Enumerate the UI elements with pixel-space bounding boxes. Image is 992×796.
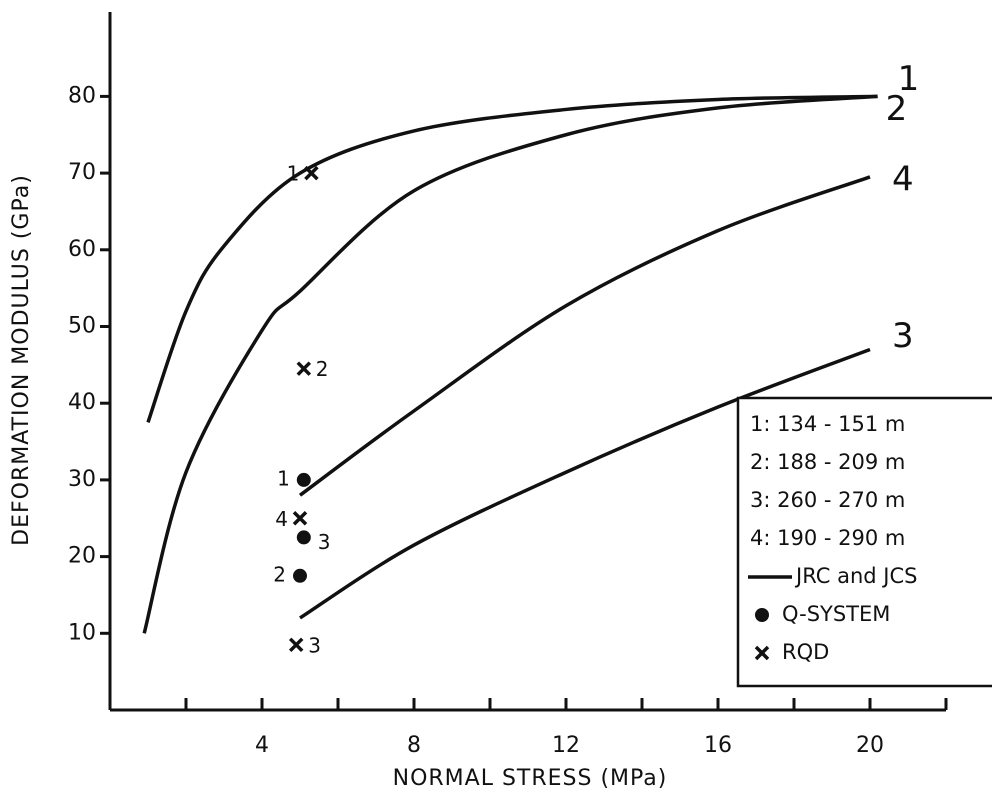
legend-text: JRC and JCS	[794, 564, 917, 588]
curve	[298, 175, 871, 497]
x-tick-label: 16	[704, 733, 732, 758]
y-tick-label: 30	[68, 467, 96, 492]
q-system-point	[296, 530, 311, 545]
curve-label: 1	[898, 59, 920, 99]
y-axis-label: DEFORMATION MODULUS (GPa)	[9, 174, 34, 546]
curve-label: 4	[892, 159, 914, 199]
x-tick-label: 20	[856, 733, 884, 758]
curve	[142, 94, 878, 634]
legend-text: 1: 134 - 151 m	[750, 412, 905, 436]
point-label: 3	[318, 530, 331, 554]
point-label: 2	[316, 357, 329, 381]
point-label: 4	[275, 507, 288, 531]
y-tick-label: 10	[68, 620, 96, 645]
legend-box	[736, 396, 992, 688]
legend-text: 4: 190 - 290 m	[750, 526, 905, 550]
legend-cross-swatch	[754, 645, 770, 661]
curve	[299, 347, 871, 620]
x-tick-label: 4	[255, 733, 269, 758]
rqd-point	[296, 361, 312, 376]
curve-label: 2	[886, 89, 908, 129]
legend-text: 2: 188 - 209 m	[750, 450, 905, 474]
curve-label: 3	[892, 316, 914, 356]
point-label: 1	[287, 162, 300, 186]
y-tick-label: 80	[68, 83, 96, 108]
x-axis-label: NORMAL STRESS (MPa)	[393, 766, 668, 791]
y-tick-label: 60	[68, 237, 96, 262]
rqd-point	[304, 165, 319, 181]
rqd-point	[288, 637, 304, 653]
curve	[146, 94, 878, 423]
y-tick-label: 20	[68, 544, 96, 569]
x-tick-label: 12	[552, 733, 580, 758]
q-system-point	[296, 472, 311, 487]
y-tick-label: 40	[68, 390, 96, 415]
legend-text: RQD	[782, 640, 829, 664]
y-tick-label: 70	[68, 160, 96, 185]
rqd-point	[292, 511, 308, 526]
point-label: 1	[277, 466, 290, 490]
x-tick-label: 8	[407, 733, 421, 758]
point-label: 3	[308, 633, 321, 657]
legend-dot-swatch	[755, 608, 769, 622]
legend-text: 3: 260 - 270 m	[750, 488, 905, 512]
point-label: 2	[273, 562, 286, 586]
q-system-point	[293, 568, 307, 583]
legend-text: Q-SYSTEM	[782, 602, 890, 626]
y-tick-label: 50	[68, 314, 96, 339]
